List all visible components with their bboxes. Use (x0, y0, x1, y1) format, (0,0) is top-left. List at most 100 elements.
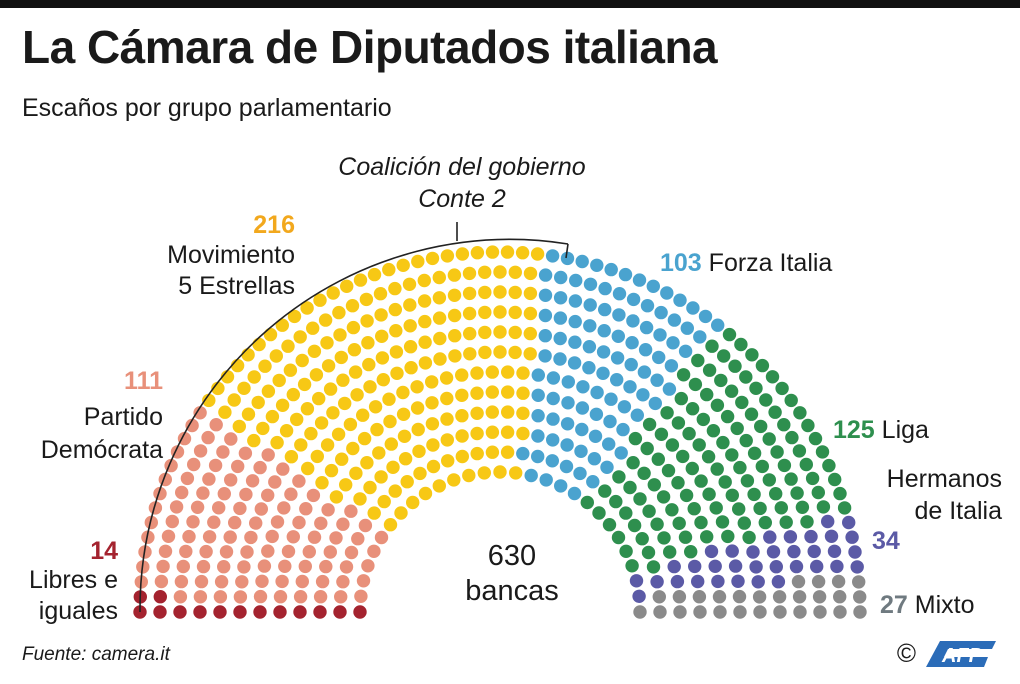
seat-partido-democrata (273, 590, 288, 604)
seat-liga (724, 384, 739, 398)
seat-liga (700, 530, 714, 544)
seat-liga (717, 349, 731, 363)
seat-partido-democrata (265, 529, 279, 544)
seat-liga (739, 370, 753, 384)
seat-liga (642, 504, 656, 518)
seat-movimiento-5-estrellas (470, 406, 484, 420)
seat-liga (696, 412, 710, 427)
seat-liga (702, 363, 717, 377)
seat-partido-democrata (238, 446, 253, 460)
seat-liga (635, 532, 649, 546)
seat-movimiento-5-estrellas (300, 402, 315, 416)
seat-partido-democrata (281, 544, 296, 559)
seat-hermanos-de-italia (667, 559, 681, 574)
seat-partido-democrata (374, 530, 389, 545)
leu-label-line1: Libres e (29, 566, 118, 594)
seat-movimiento-5-estrellas (386, 460, 400, 474)
seat-partido-democrata (254, 502, 268, 516)
seat-liga (641, 545, 656, 560)
seat-partido-democrata (202, 530, 217, 544)
seat-libres-e-iguales (313, 605, 327, 619)
seat-movimiento-5-estrellas (368, 400, 383, 414)
seat-movimiento-5-estrellas (403, 298, 417, 312)
seat-movimiento-5-estrellas (309, 368, 324, 382)
seat-forza-italia (603, 414, 617, 429)
seat-movimiento-5-estrellas (463, 326, 477, 341)
seat-movimiento-5-estrellas (418, 314, 432, 329)
seat-liga (678, 530, 693, 544)
seat-movimiento-5-estrellas (383, 518, 398, 532)
seat-liga (714, 373, 728, 388)
seat-mixto (811, 574, 826, 589)
seat-liga (762, 432, 776, 446)
seat-partido-democrata (199, 544, 213, 559)
seat-forza-italia (698, 309, 713, 324)
seat-mixto (673, 605, 687, 619)
seat-partido-democrata (321, 503, 335, 517)
seat-liga (753, 501, 767, 516)
seat-liga (657, 531, 671, 545)
seat-mixto (733, 605, 747, 619)
seat-libres-e-iguales (193, 605, 207, 619)
seat-partido-democrata (182, 529, 196, 544)
seat-movimiento-5-estrellas (326, 286, 340, 300)
seat-liga (768, 405, 782, 419)
liga-name: Liga (882, 416, 929, 444)
seat-liga (651, 452, 665, 466)
seat-movimiento-5-estrellas (363, 380, 377, 394)
seat-movimiento-5-estrellas (432, 291, 447, 305)
seat-forza-italia (553, 352, 567, 366)
seat-movimiento-5-estrellas (440, 433, 454, 447)
seat-forza-italia (598, 302, 612, 317)
seat-liga (705, 339, 719, 353)
seat-forza-italia (560, 251, 575, 266)
seat-movimiento-5-estrellas (363, 480, 377, 495)
seat-liga (815, 445, 830, 459)
seat-movimiento-5-estrellas (314, 416, 329, 430)
seat-movimiento-5-estrellas (320, 438, 335, 452)
seat-liga (774, 501, 788, 515)
seat-movimiento-5-estrellas (455, 388, 469, 402)
seat-liga (755, 459, 769, 474)
seat-liga (716, 435, 730, 450)
seat-movimiento-5-estrellas (324, 463, 339, 478)
seat-forza-italia (596, 345, 611, 359)
seat-liga (676, 449, 690, 464)
seat-liga (759, 393, 773, 407)
leu-label-line2: iguales (39, 597, 118, 625)
seat-liga (801, 418, 815, 433)
seat-forza-italia (610, 351, 625, 365)
seat-partido-democrata (354, 589, 368, 603)
seat-partido-democrata (223, 530, 237, 544)
seat-liga (684, 545, 698, 559)
seat-movimiento-5-estrellas (374, 470, 388, 484)
seat-movimiento-5-estrellas (270, 435, 284, 450)
seat-liga (676, 368, 691, 382)
seat-movimiento-5-estrellas (241, 407, 256, 421)
fi-label: 103 Forza Italia (660, 249, 832, 277)
seat-movimiento-5-estrellas (493, 265, 507, 279)
seat-movimiento-5-estrellas (357, 431, 372, 446)
seat-liga (672, 516, 686, 530)
seat-forza-italia (625, 336, 639, 350)
seat-liga (671, 476, 685, 490)
seat-forza-italia (632, 273, 647, 287)
seat-forza-italia (604, 262, 618, 277)
seat-movimiento-5-estrellas (508, 305, 522, 320)
mixto-seat-count: 27 (880, 591, 908, 619)
seat-movimiento-5-estrellas (397, 429, 412, 443)
seat-partido-democrata (278, 559, 292, 573)
seat-forza-italia (638, 343, 653, 357)
seat-movimiento-5-estrellas (441, 454, 455, 468)
seat-liga (642, 417, 657, 432)
seat-liga (837, 501, 852, 515)
seat-movimiento-5-estrellas (304, 426, 318, 441)
seat-partido-democrata (244, 530, 258, 545)
seat-forza-italia (666, 336, 680, 350)
seat-liga (795, 500, 810, 514)
seat-forza-italia (617, 400, 632, 414)
seat-forza-italia (667, 313, 682, 327)
seat-hermanos-de-italia (731, 574, 745, 588)
seat-hermanos-de-italia (691, 574, 705, 589)
seat-movimiento-5-estrellas (455, 409, 469, 423)
